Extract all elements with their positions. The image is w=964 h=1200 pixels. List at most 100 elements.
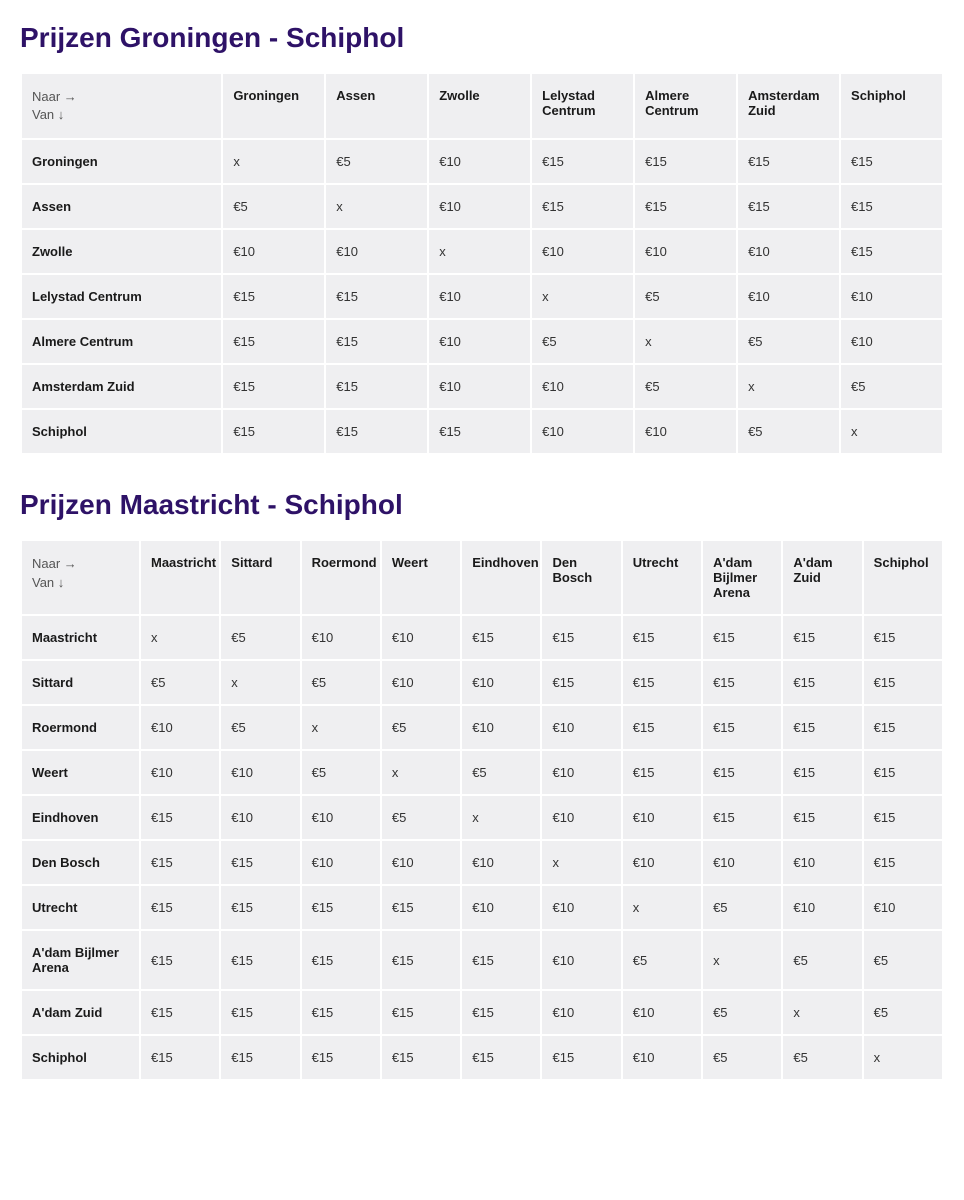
price-cell: €15 <box>382 931 460 989</box>
price-cell: €15 <box>382 1036 460 1079</box>
price-cell: €10 <box>864 886 942 929</box>
price-cell: €10 <box>623 796 701 839</box>
table-row: A'dam Bijlmer Arena€15€15€15€15€15€10€5x… <box>22 931 942 989</box>
column-header: Schiphol <box>864 541 942 614</box>
price-cell: €15 <box>141 796 219 839</box>
row-header: Almere Centrum <box>22 320 221 363</box>
price-cell: €10 <box>542 991 620 1034</box>
price-cell: €10 <box>429 275 530 318</box>
row-header: A'dam Bijlmer Arena <box>22 931 139 989</box>
price-cell: €15 <box>841 140 942 183</box>
price-cell: €15 <box>326 320 427 363</box>
price-cell: €15 <box>542 661 620 704</box>
price-cell: €5 <box>738 320 839 363</box>
price-cell: €10 <box>783 841 861 884</box>
price-cell: €15 <box>462 931 540 989</box>
price-cell: x <box>623 886 701 929</box>
column-header: Eindhoven <box>462 541 540 614</box>
price-cell: €5 <box>841 365 942 408</box>
price-cell: €15 <box>382 886 460 929</box>
price-cell: €10 <box>783 886 861 929</box>
price-cell: €5 <box>221 616 299 659</box>
table-title: Prijzen Maastricht - Schiphol <box>20 489 944 521</box>
price-cell: €10 <box>703 841 781 884</box>
row-header: Sittard <box>22 661 139 704</box>
price-cell: €10 <box>841 275 942 318</box>
price-cell: €15 <box>864 796 942 839</box>
price-cell: €10 <box>542 931 620 989</box>
price-cell: €15 <box>326 365 427 408</box>
price-cell: €10 <box>462 886 540 929</box>
price-cell: x <box>141 616 219 659</box>
price-cell: €15 <box>221 886 299 929</box>
price-cell: x <box>532 275 633 318</box>
price-cell: €15 <box>864 661 942 704</box>
price-cell: €10 <box>532 230 633 273</box>
price-cell: x <box>462 796 540 839</box>
table-row: Schiphol€15€15€15€10€10€5x <box>22 410 942 453</box>
price-cell: €15 <box>783 751 861 794</box>
price-cell: €15 <box>783 706 861 749</box>
table-row: Den Bosch€15€15€10€10€10x€10€10€10€15 <box>22 841 942 884</box>
price-cell: €10 <box>326 230 427 273</box>
price-cell: €10 <box>141 706 219 749</box>
price-cell: €5 <box>783 1036 861 1079</box>
price-cell: €15 <box>462 1036 540 1079</box>
row-header: Den Bosch <box>22 841 139 884</box>
price-cell: €15 <box>221 1036 299 1079</box>
price-cell: €15 <box>221 841 299 884</box>
row-header: Groningen <box>22 140 221 183</box>
price-cell: €15 <box>864 841 942 884</box>
table-row: Maastrichtx€5€10€10€15€15€15€15€15€15 <box>22 616 942 659</box>
price-table: Naar →Van ↓GroningenAssenZwolleLelystad … <box>20 72 944 455</box>
table-title: Prijzen Groningen - Schiphol <box>20 22 944 54</box>
price-cell: €15 <box>302 931 380 989</box>
corner-from-label: Van ↓ <box>32 106 211 124</box>
price-cell: €15 <box>623 706 701 749</box>
price-cell: €10 <box>429 185 530 228</box>
row-header: Zwolle <box>22 230 221 273</box>
price-cell: x <box>841 410 942 453</box>
price-cell: €10 <box>382 616 460 659</box>
column-header: Weert <box>382 541 460 614</box>
row-header: Assen <box>22 185 221 228</box>
price-cell: €5 <box>864 931 942 989</box>
price-cell: €10 <box>635 410 736 453</box>
price-cell: €10 <box>221 751 299 794</box>
price-cell: €15 <box>703 661 781 704</box>
price-cell: x <box>223 140 324 183</box>
price-cell: €15 <box>635 140 736 183</box>
price-cell: €10 <box>462 706 540 749</box>
price-cell: €15 <box>864 751 942 794</box>
price-cell: €5 <box>302 751 380 794</box>
column-header: Sittard <box>221 541 299 614</box>
table-row: Amsterdam Zuid€15€15€10€10€5x€5 <box>22 365 942 408</box>
price-cell: €5 <box>703 886 781 929</box>
row-header: Utrecht <box>22 886 139 929</box>
price-cell: €15 <box>841 230 942 273</box>
table-row: Assen€5x€10€15€15€15€15 <box>22 185 942 228</box>
price-cell: €15 <box>141 841 219 884</box>
price-cell: €10 <box>532 410 633 453</box>
column-header: Schiphol <box>841 74 942 138</box>
price-table: Naar →Van ↓MaastrichtSittardRoermondWeer… <box>20 539 944 1081</box>
table-row: Lelystad Centrum€15€15€10x€5€10€10 <box>22 275 942 318</box>
corner-from-label: Van ↓ <box>32 574 129 592</box>
price-cell: €15 <box>703 796 781 839</box>
price-cell: €15 <box>326 275 427 318</box>
price-cell: x <box>221 661 299 704</box>
price-cell: €10 <box>623 1036 701 1079</box>
price-cell: €5 <box>738 410 839 453</box>
column-header: Roermond <box>302 541 380 614</box>
price-cell: €10 <box>302 841 380 884</box>
table-row: Roermond€10€5x€5€10€10€15€15€15€15 <box>22 706 942 749</box>
price-cell: €15 <box>223 365 324 408</box>
price-cell: €15 <box>738 185 839 228</box>
price-cell: €10 <box>542 796 620 839</box>
column-header: Zwolle <box>429 74 530 138</box>
price-cell: €10 <box>429 140 530 183</box>
column-header: A'dam Bijlmer Arena <box>703 541 781 614</box>
price-cell: €15 <box>302 991 380 1034</box>
price-cell: x <box>783 991 861 1034</box>
price-cell: €5 <box>302 661 380 704</box>
